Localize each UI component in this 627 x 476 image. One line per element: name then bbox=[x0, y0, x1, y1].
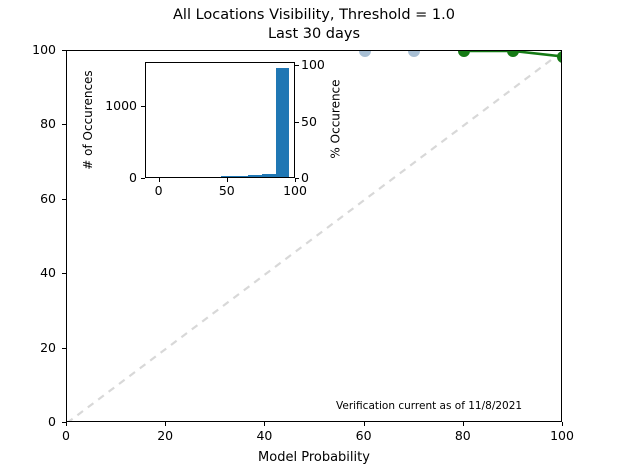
y-tick-mark bbox=[62, 273, 66, 275]
x-tick-label: 40 bbox=[256, 428, 273, 443]
y-tick-mark bbox=[62, 50, 66, 51]
histogram-bar bbox=[234, 176, 249, 177]
chart-title-line-2: Last 30 days bbox=[267, 26, 361, 42]
y-tick-label: 100 bbox=[32, 42, 56, 57]
data-point-marker bbox=[457, 51, 470, 57]
x-tick-mark bbox=[462, 422, 464, 426]
data-point-marker-low-sample bbox=[358, 51, 371, 57]
inset-y2-tick-label: 50 bbox=[301, 113, 317, 129]
data-point-marker bbox=[557, 51, 561, 63]
y-tick-mark bbox=[62, 422, 66, 423]
inset-x-tick-label: 0 bbox=[154, 183, 163, 198]
x-tick-label: 0 bbox=[62, 428, 70, 443]
inset-x-tick-label: 100 bbox=[283, 183, 307, 198]
data-point-marker bbox=[507, 51, 520, 57]
x-tick-mark bbox=[363, 422, 365, 426]
inset-x-tick-mark bbox=[226, 178, 228, 182]
inset-x-tick-mark bbox=[158, 178, 160, 182]
y-tick-label: 80 bbox=[40, 116, 56, 132]
x-tick-mark bbox=[165, 422, 167, 426]
x-tick-label: 80 bbox=[454, 428, 471, 443]
chart-title: All Locations Visibility, Threshold = 1.… bbox=[66, 6, 562, 44]
inset-y2-tick-mark bbox=[295, 178, 299, 179]
y-tick-label: 20 bbox=[40, 339, 56, 355]
inset-y-tick-mark bbox=[141, 178, 145, 179]
reliability-curve-line bbox=[463, 51, 561, 58]
x-tick-label: 60 bbox=[355, 428, 372, 443]
data-point-marker-low-sample bbox=[408, 51, 421, 57]
histogram-bar bbox=[261, 173, 276, 177]
x-tick-label: 20 bbox=[157, 428, 174, 443]
inset-plot-canvas bbox=[146, 63, 294, 177]
inset-y2-tick-label: 100 bbox=[301, 57, 325, 73]
y-tick-label: 0 bbox=[48, 414, 56, 429]
histogram-bar bbox=[248, 175, 262, 177]
histogram-bar bbox=[221, 176, 235, 177]
inset-y2-tick-mark bbox=[295, 65, 299, 67]
inset-y2-tick-label: 0 bbox=[301, 170, 309, 185]
inset-y-axis-label: # of Occurences bbox=[81, 70, 95, 170]
main-plot-canvas bbox=[67, 51, 561, 421]
y-tick-label: 60 bbox=[40, 190, 56, 206]
y-tick-mark bbox=[62, 198, 66, 200]
x-tick-label: 100 bbox=[550, 428, 574, 443]
x-tick-mark bbox=[264, 422, 266, 426]
x-axis-label: Model Probability bbox=[258, 450, 370, 465]
inset-histogram-plot-area bbox=[145, 62, 295, 178]
inset-x-tick-label: 50 bbox=[218, 183, 235, 198]
y-axis-label-wrap: Observed Probability bbox=[8, 50, 28, 422]
inset-y-tick-label: 1000 bbox=[105, 97, 137, 113]
y-tick-mark bbox=[62, 124, 66, 126]
inset-y-tick-mark bbox=[141, 105, 145, 107]
inset-y-axis-label-wrap: # of Occurences bbox=[78, 55, 98, 185]
y-tick-mark bbox=[62, 347, 66, 349]
x-tick-mark bbox=[562, 422, 563, 426]
chart-title-line-1: All Locations Visibility, Threshold = 1.… bbox=[173, 7, 455, 23]
histogram-bar bbox=[275, 68, 290, 177]
verification-date-annotation: Verification current as of 11/8/2021 bbox=[336, 400, 523, 412]
y-tick-label: 40 bbox=[40, 265, 56, 281]
inset-y-tick-label: 0 bbox=[129, 170, 137, 185]
inset-y2-tick-mark bbox=[295, 121, 299, 123]
x-tick-mark bbox=[66, 422, 67, 426]
inset-x-tick-mark bbox=[295, 178, 296, 182]
